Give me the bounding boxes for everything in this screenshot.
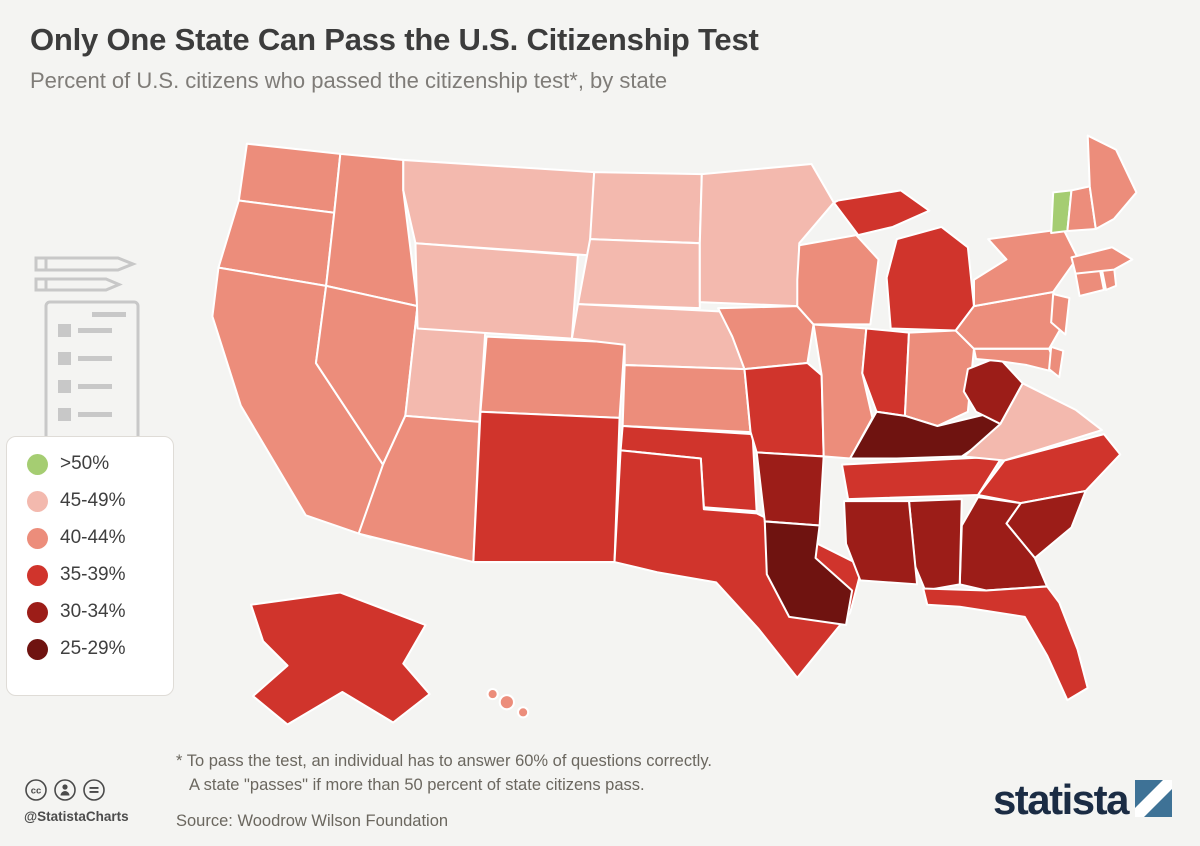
legend-swatch	[27, 601, 48, 623]
credit-handle: @StatistaCharts	[24, 809, 129, 824]
no-derivatives-equals-icon	[83, 779, 105, 801]
source-line: Source: Woodrow Wilson Foundation	[176, 812, 449, 830]
state-ND	[589, 171, 703, 245]
state-AZ	[357, 414, 481, 564]
footnote-line-2: A state "passes" if more than 50 percent…	[189, 775, 645, 794]
state-HI	[498, 694, 515, 711]
legend-label: 40-44%	[60, 527, 126, 548]
state-LA	[763, 520, 854, 627]
us-map-svg	[211, 134, 1138, 726]
state-MA	[1070, 246, 1134, 275]
statista-wordmark: statista	[992, 776, 1130, 824]
legend-swatch	[27, 453, 48, 475]
legend-item: 30-34%	[27, 601, 173, 623]
state-HI	[486, 687, 499, 701]
legend-item: 35-39%	[27, 564, 173, 586]
state-HI	[517, 706, 530, 719]
state-AR	[755, 451, 825, 527]
legend-swatch	[27, 638, 48, 660]
legend-label: 35-39%	[60, 564, 126, 585]
cc-icons: cc	[24, 778, 174, 802]
page-subtitle: Percent of U.S. citizens who passed the …	[30, 68, 668, 93]
legend-item: 40-44%	[27, 527, 173, 549]
legend-swatch	[27, 490, 48, 512]
state-NM	[472, 410, 621, 564]
legend-item: 25-29%	[27, 638, 173, 660]
legend-item: 45-49%	[27, 490, 173, 512]
state-MI-upper	[832, 189, 931, 237]
state-NJ	[1050, 292, 1071, 336]
us-choropleth-map	[188, 106, 1173, 748]
legend-label: >50%	[60, 453, 110, 474]
state-WI	[796, 234, 880, 326]
footnote-line-1: * To pass the test, an individual has to…	[176, 752, 712, 770]
state-MS	[842, 500, 919, 586]
legend-label: 30-34%	[60, 601, 126, 622]
svg-text:cc: cc	[31, 786, 42, 797]
legend: >50% 45-49% 40-44% 35-39% 30-34% 25-29%	[6, 436, 174, 696]
footnote: * To pass the test, an individual has to…	[176, 750, 712, 798]
state-MD	[972, 347, 1061, 375]
state-DE	[1048, 345, 1065, 379]
state-OH	[903, 329, 975, 427]
state-ME	[1086, 134, 1138, 230]
checklist-pencils-icon	[30, 248, 152, 465]
attribution-person-icon	[54, 779, 76, 801]
legend-swatch	[27, 527, 48, 549]
page-title: Only One State Can Pass the U.S. Citizen…	[30, 22, 759, 57]
legend-label: 25-29%	[60, 638, 126, 659]
cc-icon: cc	[25, 779, 47, 801]
state-MO	[743, 362, 825, 458]
state-NY	[972, 227, 1079, 308]
legend-item: >50%	[27, 453, 173, 475]
state-KS	[621, 364, 752, 434]
state-TN	[840, 455, 1004, 501]
state-SD	[576, 238, 701, 310]
legend-label: 45-49%	[60, 490, 126, 511]
state-CO	[479, 335, 626, 419]
statista-square-icon	[1135, 780, 1172, 817]
statista-logo: statista	[992, 776, 1172, 824]
state-TX	[613, 449, 864, 679]
cc-credit-block: cc @StatistaCharts	[24, 778, 174, 824]
state-MI	[885, 225, 975, 332]
state-MT	[402, 158, 596, 257]
state-WY	[414, 242, 579, 340]
state-FL	[922, 585, 1089, 702]
legend-swatch	[27, 564, 48, 586]
state-AK	[249, 591, 431, 726]
